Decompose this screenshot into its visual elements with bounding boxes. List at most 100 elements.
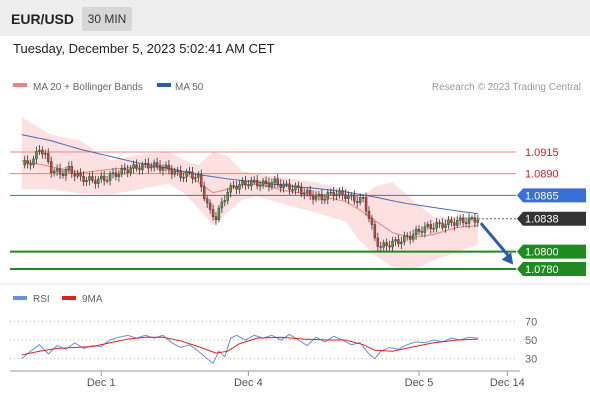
candle [147, 163, 150, 169]
candle [220, 201, 224, 209]
candle [258, 185, 262, 187]
candle [444, 224, 447, 228]
candle [326, 192, 330, 200]
candle [173, 170, 177, 175]
candle [138, 168, 141, 171]
candle [403, 235, 406, 243]
candle [238, 184, 241, 190]
candle [232, 185, 235, 187]
candle [432, 227, 435, 230]
rsi-tick-label: 30 [525, 354, 537, 366]
candle [361, 197, 365, 199]
x-axis: Dec 1 Dec 4 Dec 5 Dec 14 [87, 371, 525, 389]
candle [235, 186, 238, 190]
forecast-arrow-head [501, 252, 514, 265]
candle [420, 231, 424, 233]
ma50-line [21, 134, 478, 215]
candle [229, 185, 232, 193]
candle [450, 219, 453, 223]
candle [397, 239, 400, 245]
candle [423, 226, 427, 233]
candle [200, 174, 203, 187]
candle [408, 235, 412, 240]
candle [458, 217, 462, 221]
bollinger-band-fill [21, 117, 478, 271]
pivot-level-tag [517, 188, 586, 203]
candle [291, 189, 294, 191]
candle [152, 162, 156, 168]
candle [202, 186, 206, 199]
candle [82, 175, 85, 183]
candle [105, 180, 109, 182]
candle [41, 149, 44, 155]
symbol-label: EUR/USD [11, 11, 75, 27]
candle [323, 198, 327, 201]
current-level-tag [517, 211, 586, 226]
candle [61, 173, 65, 176]
support-level-tag [517, 244, 586, 259]
candle [464, 222, 468, 224]
candle [441, 222, 444, 228]
ma20-line [21, 160, 478, 239]
candle [185, 171, 188, 178]
candle [317, 194, 321, 196]
candle [417, 228, 421, 232]
candle [473, 217, 477, 223]
candle [341, 190, 344, 195]
candle [135, 164, 138, 169]
candle [285, 183, 288, 186]
candle [400, 241, 403, 245]
rsi-tick-label: 70 [525, 316, 537, 328]
candle [364, 197, 368, 212]
candle [158, 164, 162, 171]
candle [347, 195, 350, 199]
x-tick-label: Dec 4 [234, 377, 263, 389]
candle [155, 162, 159, 166]
x-tick-label: Dec 5 [405, 377, 434, 389]
candle [447, 219, 450, 225]
candle [47, 153, 50, 162]
candle [88, 176, 91, 181]
candle [144, 163, 147, 165]
candle [70, 166, 74, 174]
candle [355, 201, 359, 203]
ma50-legend-swatch [157, 83, 171, 87]
candle [97, 178, 100, 184]
candle [394, 239, 397, 242]
rsi-plot-area: 70 50 30 [10, 316, 537, 366]
candle [120, 168, 124, 175]
candle [64, 169, 68, 176]
candle [179, 170, 182, 178]
candle [247, 184, 250, 187]
candle [29, 163, 32, 166]
current-level-label: 1.0838 [525, 214, 559, 226]
timeframe-button[interactable]: 30 MIN [82, 7, 132, 31]
rsi-legend-label: RSI [33, 294, 50, 305]
candle [102, 175, 106, 181]
candle [252, 180, 256, 182]
candle [353, 194, 356, 202]
candle [38, 149, 41, 152]
candle [314, 195, 318, 200]
candle [79, 172, 82, 177]
candle [335, 194, 338, 197]
candle [300, 187, 303, 195]
candle [164, 164, 168, 169]
candle [150, 166, 153, 169]
candle [376, 237, 380, 247]
candle [188, 171, 191, 173]
candle [108, 173, 112, 181]
support-level-label: 1.0800 [525, 247, 559, 259]
candle [297, 185, 300, 189]
candle [476, 219, 480, 223]
candle [270, 182, 274, 187]
candle [194, 177, 197, 179]
candle [461, 217, 465, 223]
rsi-ma-line [21, 336, 478, 356]
candle [176, 170, 179, 173]
candle [126, 169, 129, 173]
candle [129, 168, 132, 173]
candle [226, 192, 229, 201]
candle [123, 168, 126, 170]
candle [111, 172, 115, 175]
